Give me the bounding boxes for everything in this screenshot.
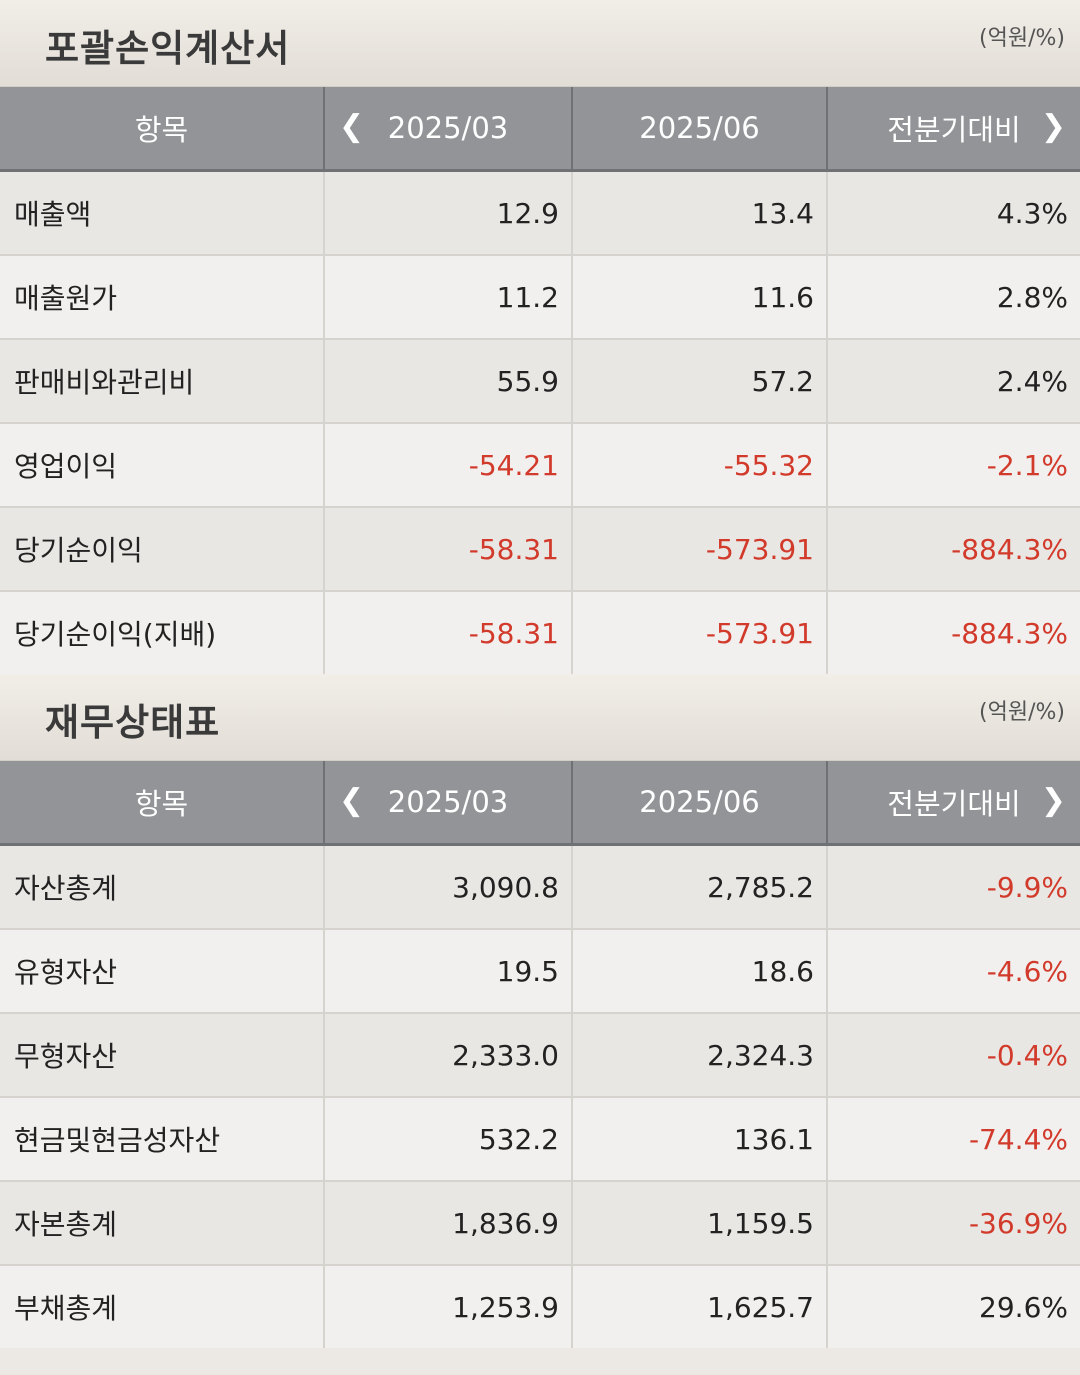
value-2025-03: -58.31: [323, 506, 572, 591]
row-label: 매출액: [0, 169, 324, 255]
value-2025-03: 532.2: [323, 1096, 572, 1181]
table-row: 유형자산 19.5 18.6 -4.6%: [0, 928, 1080, 1013]
value-2025-03: 1,253.9: [323, 1264, 572, 1348]
table-row: 영업이익 -54.21 -55.32 -2.1%: [0, 422, 1080, 507]
value-change: -884.3%: [826, 590, 1080, 674]
table-row: 자본총계 1,836.9 1,159.5 -36.9%: [0, 1180, 1080, 1265]
value-2025-06: 13.4: [571, 169, 827, 255]
header-label: 항목: [134, 787, 189, 821]
value-2025-06: 18.6: [571, 928, 827, 1013]
column-header-item: 항목: [0, 87, 324, 172]
value-2025-03: 3,090.8: [323, 843, 572, 929]
chevron-left-icon[interactable]: ❮: [339, 109, 365, 144]
header-label: 전분기대비: [887, 113, 1021, 147]
value-2025-06: -55.32: [571, 422, 827, 507]
value-2025-06: -573.91: [571, 590, 827, 674]
table-row: 당기순이익 -58.31 -573.91 -884.3%: [0, 506, 1080, 591]
value-change: -884.3%: [826, 506, 1080, 591]
row-label: 당기순이익: [0, 506, 324, 591]
header-label: 전분기대비: [887, 787, 1021, 821]
column-header-q2: 2025/06: [571, 87, 827, 172]
value-change: 2.4%: [826, 338, 1080, 423]
row-label: 영업이익: [0, 422, 324, 507]
unit-label: (억원/%): [979, 700, 1065, 725]
row-label: 자본총계: [0, 1180, 324, 1265]
income-rows: 매출액 12.9 13.4 4.3% 매출원가 11.2 11.6 2.8% 판매비와관리비 55…: [0, 169, 1080, 674]
column-header-change: 전분기대비 ❯: [826, 87, 1080, 172]
header-label: 2025/06: [639, 785, 760, 819]
chevron-right-icon[interactable]: ❯: [1040, 783, 1066, 818]
value-2025-03: 55.9: [323, 338, 572, 423]
value-change: -0.4%: [826, 1012, 1080, 1097]
chevron-left-icon[interactable]: ❮: [339, 783, 365, 818]
value-2025-06: 11.6: [571, 254, 827, 339]
value-change: -74.4%: [826, 1096, 1080, 1181]
value-2025-06: 1,625.7: [571, 1264, 827, 1348]
table-header-row: 항목 ❮ 2025/03 2025/06 전분기대비 ❯: [0, 761, 1080, 846]
value-change: 29.6%: [826, 1264, 1080, 1348]
table-row: 매출액 12.9 13.4 4.3%: [0, 169, 1080, 255]
value-2025-06: 2,324.3: [571, 1012, 827, 1097]
unit-label: (억원/%): [979, 26, 1065, 51]
column-header-q1: ❮ 2025/03: [323, 87, 572, 172]
income-statement-table: 항목 ❮ 2025/03 2025/06 전분기대비 ❯ 매출액 12.9 13.4…: [0, 87, 1080, 674]
row-label: 판매비와관리비: [0, 338, 324, 423]
value-2025-06: 136.1: [571, 1096, 827, 1181]
row-label: 자산총계: [0, 843, 324, 929]
value-change: -2.1%: [826, 422, 1080, 507]
row-label: 현금및현금성자산: [0, 1096, 324, 1181]
value-change: -36.9%: [826, 1180, 1080, 1265]
column-header-item: 항목: [0, 761, 324, 846]
value-change: 2.8%: [826, 254, 1080, 339]
table-row: 무형자산 2,333.0 2,324.3 -0.4%: [0, 1012, 1080, 1097]
table-row: 당기순이익(지배) -58.31 -573.91 -884.3%: [0, 590, 1080, 674]
balance-rows: 자산총계 3,090.8 2,785.2 -9.9% 유형자산 19.5 18.6 -4.6%…: [0, 843, 1080, 1348]
income-statement-header: 포괄손익계산서 (억원/%): [0, 0, 1080, 87]
table-row: 자산총계 3,090.8 2,785.2 -9.9%: [0, 843, 1080, 929]
row-label: 매출원가: [0, 254, 324, 339]
table-row: 현금및현금성자산 532.2 136.1 -74.4%: [0, 1096, 1080, 1181]
column-header-change: 전분기대비 ❯: [826, 761, 1080, 846]
value-2025-06: 57.2: [571, 338, 827, 423]
value-2025-03: 12.9: [323, 169, 572, 255]
value-2025-03: 11.2: [323, 254, 572, 339]
section-title: 재무상태표: [45, 701, 221, 744]
column-header-q2: 2025/06: [571, 761, 827, 846]
value-2025-03: 2,333.0: [323, 1012, 572, 1097]
header-label: 2025/06: [639, 111, 760, 145]
chevron-right-icon[interactable]: ❯: [1040, 109, 1066, 144]
value-2025-06: 1,159.5: [571, 1180, 827, 1265]
header-label: 2025/03: [387, 111, 509, 145]
balance-sheet-header: 재무상태표 (억원/%): [0, 674, 1080, 761]
table-row: 부채총계 1,253.9 1,625.7 29.6%: [0, 1264, 1080, 1348]
header-label: 2025/03: [387, 785, 509, 819]
row-label: 유형자산: [0, 928, 324, 1013]
value-change: -9.9%: [826, 843, 1080, 929]
value-2025-06: 2,785.2: [571, 843, 827, 929]
table-header-row: 항목 ❮ 2025/03 2025/06 전분기대비 ❯: [0, 87, 1080, 172]
value-2025-03: 19.5: [323, 928, 572, 1013]
column-header-q1: ❮ 2025/03: [323, 761, 572, 846]
table-row: 판매비와관리비 55.9 57.2 2.4%: [0, 338, 1080, 423]
row-label: 무형자산: [0, 1012, 324, 1097]
section-title: 포괄손익계산서: [45, 27, 291, 70]
table-row: 매출원가 11.2 11.6 2.8%: [0, 254, 1080, 339]
header-label: 항목: [134, 113, 189, 147]
value-2025-06: -573.91: [571, 506, 827, 591]
value-change: -4.6%: [826, 928, 1080, 1013]
value-2025-03: -54.21: [323, 422, 572, 507]
value-2025-03: 1,836.9: [323, 1180, 572, 1265]
balance-sheet-table: 항목 ❮ 2025/03 2025/06 전분기대비 ❯ 자산총계 3,090.8…: [0, 761, 1080, 1348]
row-label: 당기순이익(지배): [0, 590, 324, 674]
value-2025-03: -58.31: [323, 590, 572, 674]
value-change: 4.3%: [826, 169, 1080, 255]
row-label: 부채총계: [0, 1264, 324, 1348]
